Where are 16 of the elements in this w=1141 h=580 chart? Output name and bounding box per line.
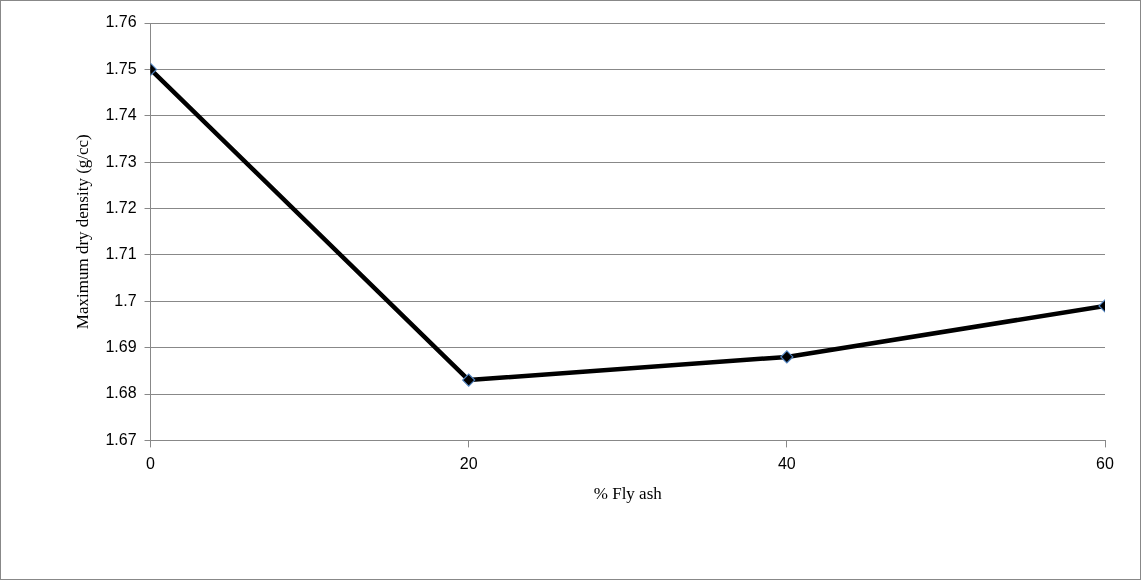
x-tick-label: 40 — [777, 455, 796, 473]
y-tick-label: 1.73 — [105, 152, 137, 170]
y-tick-label: 1.72 — [105, 198, 137, 216]
y-tick-label: 1.71 — [105, 245, 137, 263]
y-tick-label: 1.7 — [114, 291, 137, 309]
y-tick-label: 1.76 — [105, 13, 137, 31]
y-axis-title: Maximum dry density (g/cc) — [72, 134, 92, 330]
y-tick-label: 1.75 — [105, 59, 137, 77]
y-tick-label: 1.67 — [105, 430, 137, 448]
y-tick-label: 1.74 — [105, 106, 137, 124]
x-tick-label: 60 — [1096, 455, 1114, 473]
y-tick-label: 1.69 — [105, 338, 137, 356]
x-tick-label: 20 — [459, 455, 478, 473]
x-tick-label: 0 — [146, 455, 156, 473]
x-axis-title: % Fly ash — [593, 484, 663, 504]
y-tick-label: 1.68 — [105, 384, 137, 402]
